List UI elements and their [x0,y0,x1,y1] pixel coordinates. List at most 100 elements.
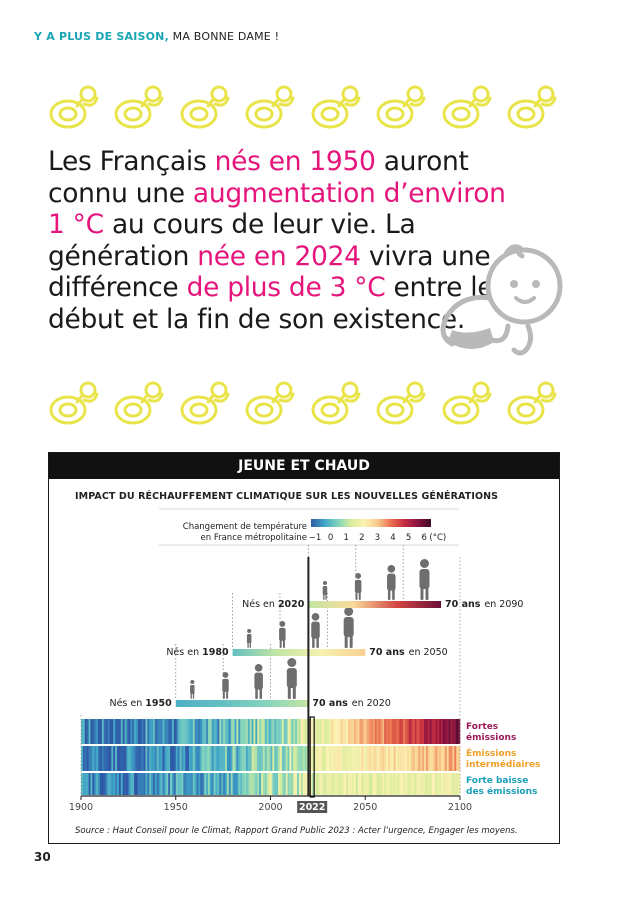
heatmap-stripe [259,719,262,744]
heatmap-stripe [304,773,307,795]
heatmap-stripe [189,719,192,744]
heatmap-stripe [117,746,120,771]
heatmap-stripe [200,746,203,771]
heatmap-stripe [171,746,175,771]
heatmap-stripe [298,746,302,771]
heatmap-stripe [141,773,144,795]
heatmap-stripe [285,719,288,744]
generation-born-label: Nés en 2020 [242,599,305,610]
heatmap-stripe [374,719,377,744]
heatmap-stripe [297,746,300,771]
heatmap-stripe [418,773,421,795]
heatmap-stripe [194,719,197,744]
heatmap-stripe [173,773,177,795]
heatmap-stripe [365,773,368,795]
heatmap-stripe [202,773,205,795]
heatmap-stripe [346,773,349,795]
heatmap-stripe [340,773,343,795]
heatmap-stripe [338,746,341,771]
heatmap-stripe [82,719,86,744]
person-body [246,634,252,644]
colorbar-unit: (°C) [429,533,446,543]
heatmap-stripe [111,746,114,771]
pacifier-row-top [48,82,558,132]
heatmap-stripe [198,719,201,744]
heatmap-stripe [135,773,139,795]
heatmap-stripe [238,746,241,771]
heatmap-stripe [369,746,372,771]
heatmap-stripe [249,746,252,771]
person-leg [192,693,195,699]
heatmap-stripe [90,773,93,795]
heatmap-stripe [181,719,184,744]
heatmap-stripe [270,746,273,771]
heatmap-stripe [190,719,194,744]
heatmap-stripe [202,719,205,744]
heatmap-stripe [173,719,177,744]
heatmap-stripe [336,746,340,771]
heatmap-stripe [410,746,413,771]
heatmap-stripe [259,746,262,771]
heatmap-stripe [107,719,110,744]
heatmap-stripe [221,719,224,744]
heatmap-stripe [420,719,423,744]
generation-born-label: Nés en 1980 [166,647,229,658]
heatmap-stripe [238,719,241,744]
heatmap-stripe [223,746,226,771]
heatmap-stripe [384,746,387,771]
heatmap-stripe [211,719,214,744]
heatmap-stripe [130,746,133,771]
person-leg [287,687,291,699]
heatmap-row-3 [81,773,461,795]
heatmap-stripe [105,719,108,744]
heatmap-stripe [314,719,317,744]
generation-born-year: 1950 [145,698,172,709]
heatmap-stripe [378,746,381,771]
heatmap-stripe [113,746,116,771]
heatmap-stripe [319,773,322,795]
heatmap-stripe [84,719,87,744]
heatmap-stripe [143,719,146,744]
heatmap-stripe [370,773,374,795]
heatmap-stripe [348,773,351,795]
heatmap-stripe [418,719,421,744]
heatmap-stripe [255,719,258,744]
heatmap-stripe [107,773,110,795]
scenario-label-line1: Fortes [466,722,498,732]
pacifier-row-bottom [48,378,558,428]
heatmap-stripe [342,773,345,795]
pacifier-icon [376,381,426,425]
heatmap-stripe [183,746,186,771]
heatmap-stripe [293,773,296,795]
heatmap-stripe [408,719,412,744]
heatmap-stripe [145,746,148,771]
heatmap-stripe [376,773,379,795]
heatmap-stripe [113,719,116,744]
scenario-label-line2: émissions [466,732,516,743]
heatmap-stripe [435,773,438,795]
heatmap-row-1 [81,719,461,744]
heatmap-stripe [194,746,197,771]
heatmap-stripe [304,719,307,744]
heatmap-stripe [132,719,135,744]
heatmap-stripe [389,773,393,795]
heatmap-stripe [425,773,429,795]
heatmap-stripe [351,719,355,744]
colorbar-tick-label: 0 [328,533,333,543]
heatmap-stripe [406,719,410,744]
heatmap-stripe [297,773,300,795]
heatmap-stripe [287,746,290,771]
heatmap-stripe [137,719,141,744]
heatmap-stripe [196,773,199,795]
heatmap-stripe [346,746,349,771]
heatmap-stripe [406,746,410,771]
person-head [247,629,252,634]
heatmap-stripe [458,719,461,744]
heatmap-stripe [310,773,313,795]
heatmap-stripe [291,719,294,744]
generation-end-age: 70 ans [312,698,348,709]
heatmap-stripe [219,746,222,771]
heatmap-stripe [295,719,298,744]
heatmap-stripe [175,773,178,795]
heatmap-stripe [283,773,286,795]
